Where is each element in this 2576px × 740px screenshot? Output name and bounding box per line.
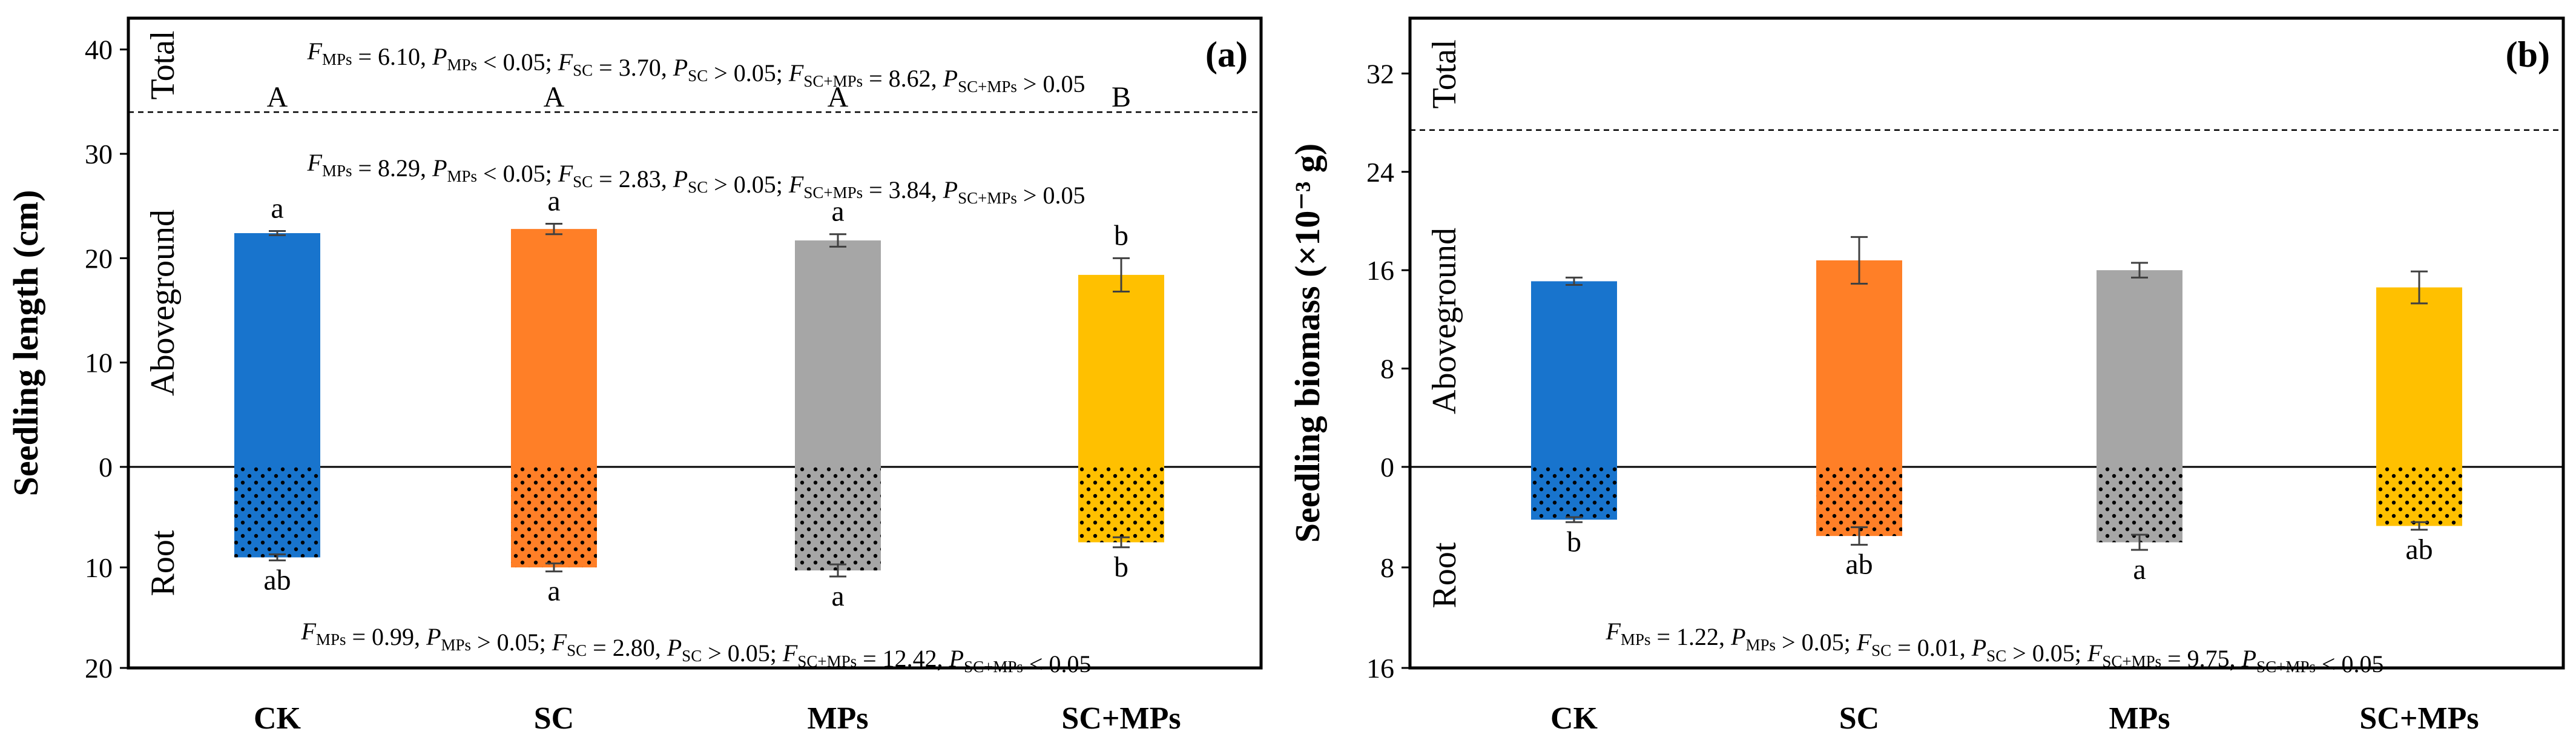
bar-root-hatch: [511, 467, 597, 567]
significance-letter-root: ab: [263, 564, 291, 596]
bar-root-hatch: [2097, 467, 2182, 543]
bar-aboveground-sc: [511, 229, 597, 467]
panel-a-chart: 0 10 20 30 40 10 20 Seedling length (cm) Total Ab…: [6, 16, 1263, 736]
bar-aboveground-sc: [1816, 260, 1902, 467]
y-tick-label: 20: [85, 653, 113, 684]
section-label-root: Root: [144, 530, 182, 596]
bar-aboveground-sc-mps: [1078, 274, 1164, 467]
y-tick-label: 32: [1366, 58, 1394, 89]
significance-letter-root: ab: [2405, 534, 2433, 566]
plot-frame: [127, 16, 1263, 670]
y-tick-label: 8: [1380, 552, 1394, 583]
y-axis-label: Seedling biomass (×10⁻³ g): [1288, 144, 1327, 543]
anova-stats-aboveground: FMPs = 8.29, PMPs < 0.05; FSC = 2.83, PS…: [307, 149, 1085, 209]
y-tick-label: 16: [1366, 653, 1394, 684]
panel-label: (a): [1205, 35, 1248, 74]
y-tick-label: 24: [1366, 157, 1394, 188]
bar-root-hatch: [1816, 467, 1902, 537]
significance-letter-root: a: [831, 580, 844, 612]
significance-letter-root: a: [547, 575, 560, 607]
y-tick-label: 10: [85, 348, 113, 378]
anova-stats-root: FMPs = 1.22, PMPs > 0.05; FSC = 0.01, PS…: [1606, 618, 2384, 678]
significance-letter-aboveground: a: [271, 193, 283, 225]
panel-b-chart: 0 8 16 24 32 8 16 Seedling biomass (×10⁻³ g) Tot…: [1288, 16, 2565, 736]
y-axis-label: Seedling length (cm): [6, 190, 45, 497]
x-category-label: CK: [1550, 701, 1598, 736]
significance-letter-total: A: [828, 81, 849, 113]
significance-letter-total: A: [267, 81, 288, 113]
significance-letter-total: B: [1112, 81, 1131, 113]
panel-label: (b): [2506, 35, 2550, 74]
y-tick-label: 0: [99, 452, 113, 483]
x-category-label: SC+MPs: [1061, 701, 1181, 736]
plot-frame: [1408, 16, 2565, 670]
bar-root-hatch: [234, 467, 320, 558]
section-label-aboveground: Aboveground: [1426, 228, 1463, 414]
bar-root-hatch: [1531, 467, 1617, 520]
significance-letter-aboveground: a: [831, 196, 844, 228]
bar-aboveground-ck: [1531, 281, 1617, 467]
y-tick-label: 16: [1366, 255, 1394, 286]
x-category-label: SC: [534, 701, 574, 736]
bar-aboveground-mps: [795, 240, 881, 467]
y-tick-label: 0: [1380, 452, 1394, 483]
bar-root-hatch: [2376, 467, 2462, 526]
bar-root-hatch: [795, 467, 881, 570]
bar-aboveground-sc-mps: [2376, 287, 2462, 467]
significance-letter-aboveground: a: [547, 185, 560, 217]
x-category-label: CK: [254, 701, 301, 736]
significance-letter-root: b: [1567, 526, 1581, 558]
section-label-root: Root: [1426, 542, 1463, 608]
section-label-aboveground: Aboveground: [144, 210, 182, 396]
x-category-label: MPs: [807, 701, 868, 736]
anova-stats-total: FMPs = 6.10, PMPs < 0.05; FSC = 3.70, PS…: [307, 38, 1085, 97]
x-category-label: MPs: [2109, 701, 2170, 736]
section-label-total: Total: [144, 30, 182, 99]
y-tick-label: 10: [85, 552, 113, 583]
anova-stats-root: FMPs = 0.99, PMPs > 0.05; FSC = 2.80, PS…: [301, 618, 1092, 678]
section-label-total: Total: [1426, 39, 1463, 108]
bar-root-hatch: [1078, 467, 1164, 543]
x-category-label: SC: [1839, 701, 1879, 736]
y-tick-label: 40: [85, 35, 113, 65]
y-tick-label: 8: [1380, 354, 1394, 385]
y-tick-label: 30: [85, 139, 113, 170]
significance-letter-aboveground: b: [1114, 219, 1128, 251]
bar-aboveground-ck: [234, 233, 320, 467]
x-category-label: SC+MPs: [2359, 701, 2479, 736]
significance-letter-root: ab: [1845, 549, 1873, 581]
significance-letter-root: a: [2133, 553, 2146, 586]
y-tick-label: 20: [85, 243, 113, 274]
significance-letter-total: A: [544, 81, 565, 113]
significance-letter-root: b: [1114, 551, 1128, 583]
bar-aboveground-mps: [2097, 270, 2182, 467]
